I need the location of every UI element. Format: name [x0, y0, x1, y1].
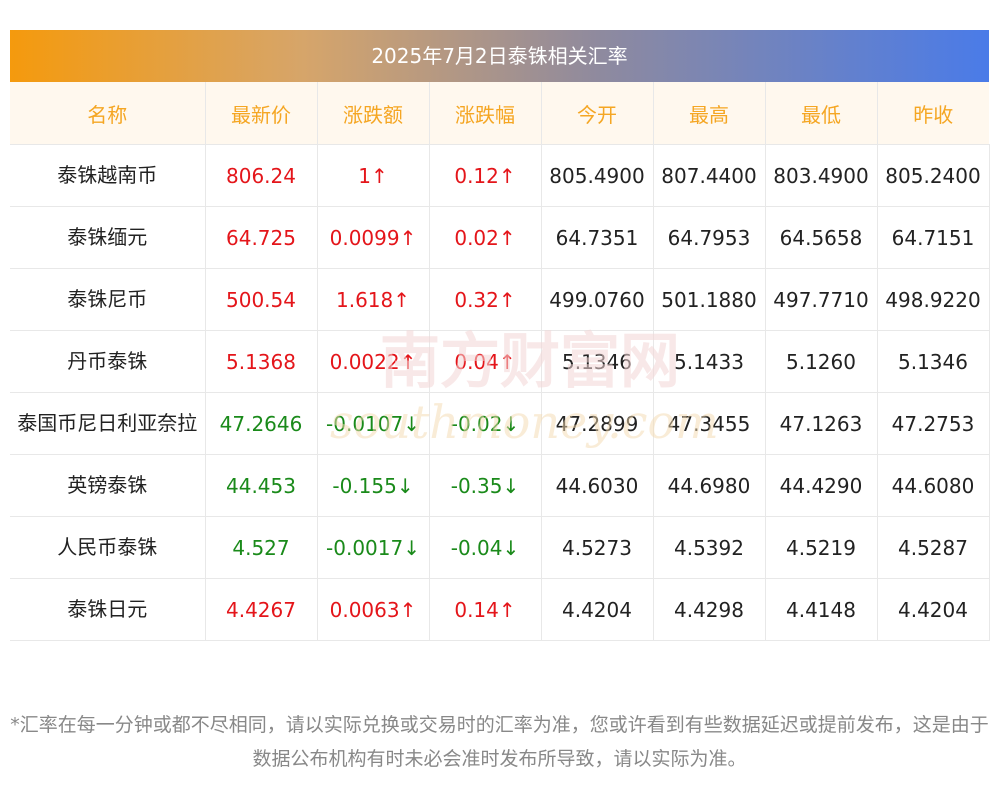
cell-latest: 5.1368: [205, 330, 318, 393]
cell-prev: 47.2753: [877, 392, 990, 455]
disclaimer-note: *汇率在每一分钟或都不尽相同，请以实际兑换或交易时的汇率为准，您或许看到有些数据…: [10, 714, 989, 770]
cell-high: 501.1880: [653, 268, 766, 331]
cell-latest: 44.453: [205, 454, 318, 517]
cell-open: 5.1346: [541, 330, 654, 393]
cell-pct: 0.02↑: [429, 206, 542, 269]
cell-name: 英镑泰铢: [10, 454, 206, 517]
cell-change: 0.0022↑: [317, 330, 430, 393]
cell-change: -0.0107↓: [317, 392, 430, 455]
cell-low: 4.4148: [765, 578, 878, 641]
rates-panel: 2025年7月2日泰铢相关汇率 名称 最新价 涨跌额 涨跌幅 今开 最高 最低 …: [10, 30, 990, 641]
cell-open: 499.0760: [541, 268, 654, 331]
cell-open: 64.7351: [541, 206, 654, 269]
cell-low: 497.7710: [765, 268, 878, 331]
cell-prev: 5.1346: [877, 330, 990, 393]
cell-latest: 47.2646: [205, 392, 318, 455]
cell-open: 805.4900: [541, 144, 654, 207]
cell-high: 5.1433: [653, 330, 766, 393]
cell-latest: 4.4267: [205, 578, 318, 641]
cell-name: 泰铢缅元: [10, 206, 206, 269]
cell-high: 4.4298: [653, 578, 766, 641]
table-row: 泰铢尼币 500.54 1.618↑ 0.32↑ 499.0760 501.1880 497…: [10, 268, 990, 331]
cell-prev: 498.9220: [877, 268, 990, 331]
cell-pct: -0.04↓: [429, 516, 542, 579]
cell-latest: 64.725: [205, 206, 318, 269]
cell-change: -0.0017↓: [317, 516, 430, 579]
cell-high: 47.3455: [653, 392, 766, 455]
cell-high: 4.5392: [653, 516, 766, 579]
cell-low: 5.1260: [765, 330, 878, 393]
cell-name: 人民币泰铢: [10, 516, 206, 579]
cell-pct: -0.35↓: [429, 454, 542, 517]
column-header-high: 最高: [653, 82, 766, 145]
cell-change: 1.618↑: [317, 268, 430, 331]
cell-change: 0.0063↑: [317, 578, 430, 641]
cell-open: 44.6030: [541, 454, 654, 517]
cell-low: 803.4900: [765, 144, 878, 207]
cell-name: 泰铢越南币: [10, 144, 206, 207]
cell-prev: 44.6080: [877, 454, 990, 517]
cell-prev: 64.7151: [877, 206, 990, 269]
cell-latest: 500.54: [205, 268, 318, 331]
column-header-latest: 最新价: [205, 82, 318, 145]
cell-prev: 805.2400: [877, 144, 990, 207]
cell-prev: 4.5287: [877, 516, 990, 579]
table-row: 泰铢缅元 64.725 0.0099↑ 0.02↑ 64.7351 64.7953 64.5…: [10, 206, 990, 269]
column-header-prev: 昨收: [877, 82, 989, 145]
cell-open: 4.5273: [541, 516, 654, 579]
cell-low: 44.4290: [765, 454, 878, 517]
column-header-pct: 涨跌幅: [429, 82, 542, 145]
column-header-open: 今开: [541, 82, 654, 145]
cell-pct: 0.12↑: [429, 144, 542, 207]
cell-name: 泰国币尼日利亚奈拉: [10, 392, 206, 455]
cell-pct: 0.14↑: [429, 578, 542, 641]
table-header-row: 名称 最新价 涨跌额 涨跌幅 今开 最高 最低 昨收: [10, 82, 989, 145]
cell-change: -0.155↓: [317, 454, 430, 517]
cell-open: 47.2899: [541, 392, 654, 455]
page-title: 2025年7月2日泰铢相关汇率: [10, 30, 989, 82]
cell-prev: 4.4204: [877, 578, 990, 641]
cell-change: 1↑: [317, 144, 430, 207]
cell-name: 泰铢日元: [10, 578, 206, 641]
rates-table: 名称 最新价 涨跌额 涨跌幅 今开 最高 最低 昨收 泰铢越南币 806.24 1↑…: [10, 82, 990, 641]
cell-latest: 806.24: [205, 144, 318, 207]
cell-pct: 0.32↑: [429, 268, 542, 331]
table-row: 人民币泰铢 4.527 -0.0017↓ -0.04↓ 4.5273 4.5392 4.52…: [10, 516, 990, 579]
column-header-low: 最低: [765, 82, 878, 145]
cell-high: 807.4400: [653, 144, 766, 207]
cell-low: 64.5658: [765, 206, 878, 269]
cell-low: 4.5219: [765, 516, 878, 579]
table-row: 英镑泰铢 44.453 -0.155↓ -0.35↓ 44.6030 44.6980 44.…: [10, 454, 990, 517]
cell-low: 47.1263: [765, 392, 878, 455]
cell-high: 44.6980: [653, 454, 766, 517]
cell-pct: -0.02↓: [429, 392, 542, 455]
cell-name: 丹币泰铢: [10, 330, 206, 393]
cell-open: 4.4204: [541, 578, 654, 641]
cell-change: 0.0099↑: [317, 206, 430, 269]
table-row: 泰铢日元 4.4267 0.0063↑ 0.14↑ 4.4204 4.4298 4.4148…: [10, 578, 990, 641]
cell-name: 泰铢尼币: [10, 268, 206, 331]
cell-high: 64.7953: [653, 206, 766, 269]
column-header-name: 名称: [10, 82, 206, 145]
column-header-change: 涨跌额: [317, 82, 430, 145]
table-row: 泰铢越南币 806.24 1↑ 0.12↑ 805.4900 807.4400 803.49…: [10, 144, 990, 207]
table-row: 丹币泰铢 5.1368 0.0022↑ 0.04↑ 5.1346 5.1433 5.1260…: [10, 330, 990, 393]
table-row: 泰国币尼日利亚奈拉 47.2646 -0.0107↓ -0.02↓ 47.2899 47.…: [10, 392, 990, 455]
cell-pct: 0.04↑: [429, 330, 542, 393]
cell-latest: 4.527: [205, 516, 318, 579]
